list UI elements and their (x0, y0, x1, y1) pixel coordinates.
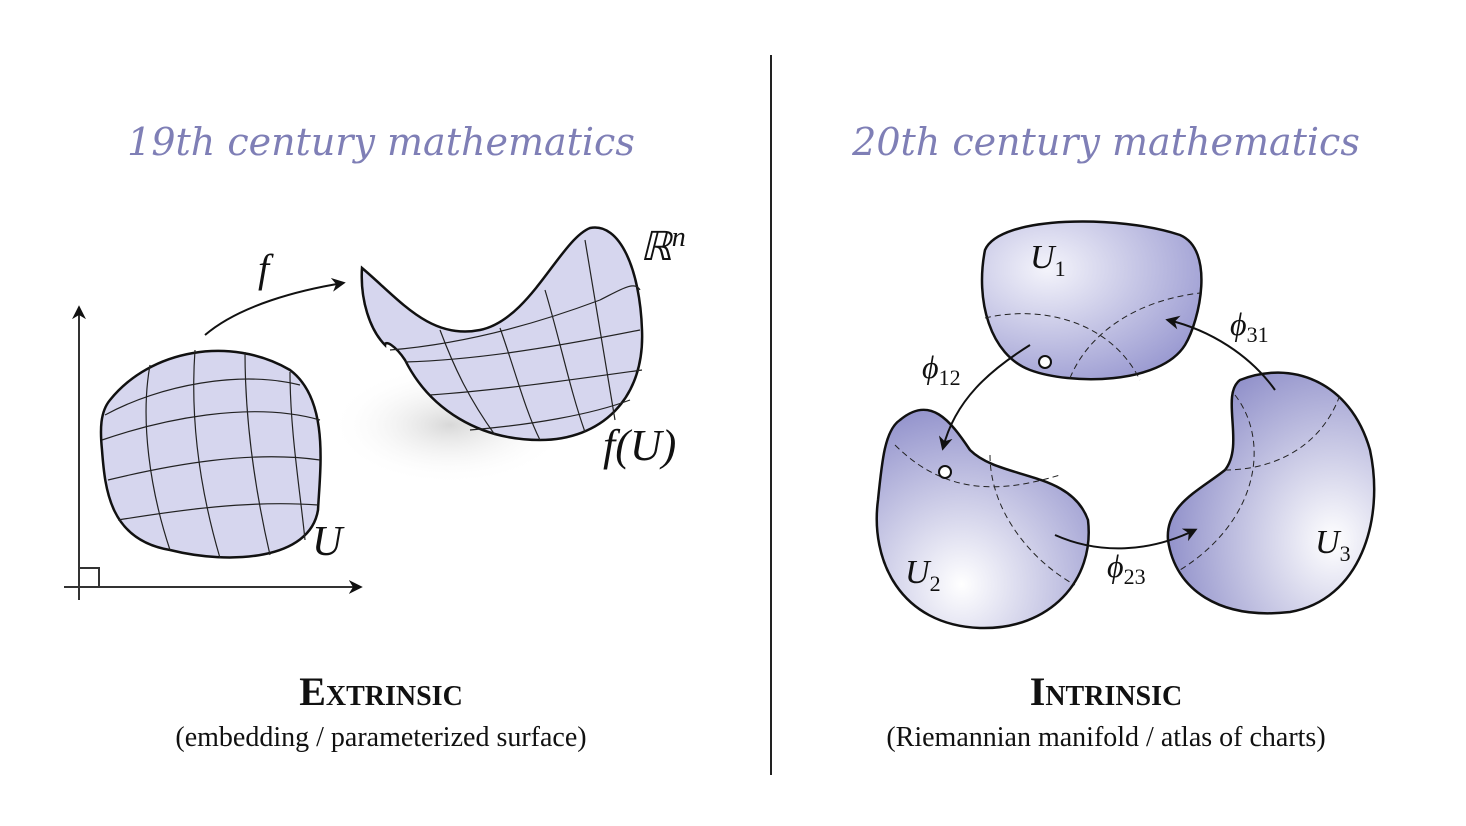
map-label: f (258, 246, 274, 291)
extrinsic-subtitle: (embedding / parameterized surface) (175, 722, 587, 753)
transition-label-23: ϕ23 (1107, 548, 1146, 589)
domain-label: U (312, 519, 345, 565)
transition-arrow-31 (1165, 315, 1276, 391)
coordinate-axes (64, 305, 363, 600)
divider (770, 55, 772, 775)
intrinsic-subtitle: (Riemannian manifold / atlas of charts) (886, 722, 1326, 753)
right-title: 20th century mathematics (852, 120, 1360, 164)
extrinsic-heading: Extrinsic (299, 669, 463, 714)
left-title: 19th century mathematics (127, 120, 635, 164)
domain-patch (99, 349, 322, 559)
transition-arrow-23 (1054, 528, 1198, 550)
chart-u1-label: U1 (1030, 239, 1066, 281)
chart-u1 (980, 220, 1203, 381)
chart-u3-label: U3 (1315, 524, 1351, 566)
map-arrow (204, 277, 346, 336)
chart-u3 (1166, 371, 1376, 615)
transition-label-31: ϕ31 (1230, 306, 1269, 347)
intrinsic-heading: Intrinsic (1029, 669, 1183, 714)
saddle-surface (360, 226, 644, 442)
image-label: f(U) (603, 421, 676, 470)
transition-label-12: ϕ12 (922, 349, 961, 390)
chart-u2 (875, 408, 1090, 630)
ambient-space-label: ℝn (640, 222, 686, 269)
chart-u2-label: U2 (905, 554, 941, 596)
transition-arrow-12 (938, 344, 1031, 451)
